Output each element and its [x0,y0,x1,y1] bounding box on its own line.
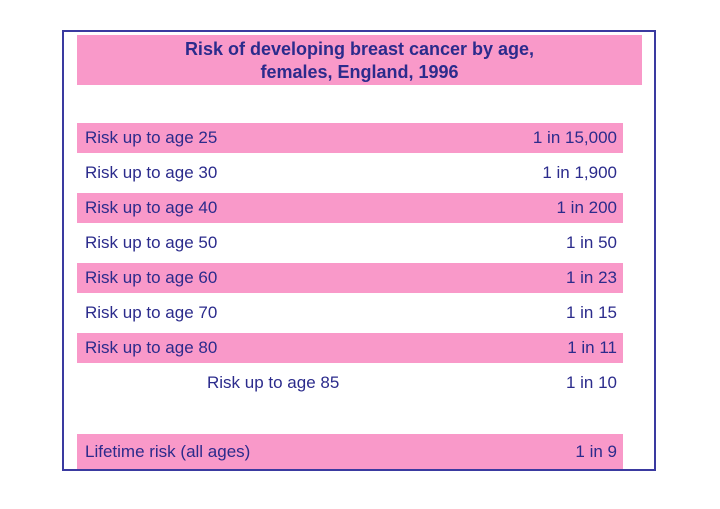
row-value: 1 in 200 [556,198,618,217]
row-label: Risk up to age 40 [85,198,218,217]
row-value: 1 in 15,000 [532,128,617,147]
row-value: 1 in 11 [567,338,617,357]
row-label: Risk up to age 25 [85,128,218,147]
row-value: 1 in 15 [565,303,617,322]
row-label: Risk up to age 60 [85,268,218,287]
row-label: Risk up to age 85 [207,373,340,392]
chart-title-line2: females, England, 1996 [260,62,459,82]
row-label: Risk up to age 80 [85,338,218,357]
row-value: 1 in 50 [565,233,617,252]
table-row-lifetime: Lifetime risk (all ages) 1 in 9 [77,434,623,469]
table-row: Risk up to age 85 1 in 10 [77,368,623,398]
table-row: Risk up to age 30 1 in 1,900 [77,158,623,188]
table-row: Risk up to age 70 1 in 15 [77,298,623,328]
row-label: Risk up to age 70 [85,303,218,322]
table-row: Risk up to age 40 1 in 200 [77,193,623,223]
table-row: Risk up to age 25 1 in 15,000 [77,123,623,153]
row-value: 1 in 10 [565,373,617,392]
row-value: 1 in 1,900 [542,163,617,182]
row-value: 1 in 9 [575,441,617,461]
slide-frame: Risk of developing breast cancer by age,… [62,30,656,471]
chart-title-line1: Risk of developing breast cancer by age, [184,39,535,59]
table-row: Risk up to age 60 1 in 23 [77,263,623,293]
chart-title: Risk of developing breast cancer by age,… [77,35,642,85]
row-label: Risk up to age 30 [85,163,218,182]
table-row: Risk up to age 50 1 in 50 [77,228,623,258]
row-label: Risk up to age 50 [85,233,218,252]
row-label: Lifetime risk (all ages) [85,441,251,461]
table-row: Risk up to age 80 1 in 11 [77,333,623,363]
row-value: 1 in 23 [565,268,617,287]
